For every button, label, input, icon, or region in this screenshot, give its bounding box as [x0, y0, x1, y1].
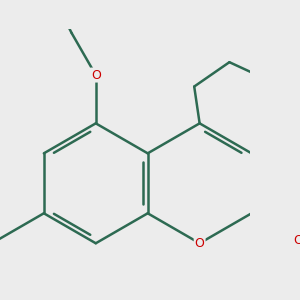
Text: O: O	[195, 237, 205, 250]
Text: O: O	[91, 68, 101, 82]
Text: O: O	[293, 234, 300, 247]
